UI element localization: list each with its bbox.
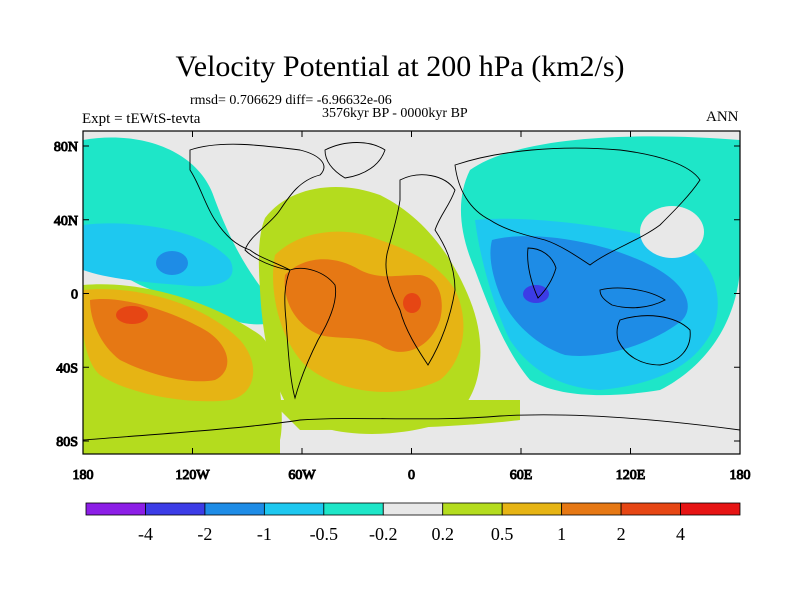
- time-period: 3576kyr BP - 0000kyr BP: [322, 106, 468, 121]
- north-america-outline: [189, 143, 325, 271]
- y-tick-label: 40S: [56, 361, 78, 376]
- australia-outline: [616, 315, 691, 366]
- greenland-outline: [324, 142, 386, 179]
- region-neutral-nw-pacific: [640, 206, 704, 258]
- legend-swatch: [620, 502, 681, 516]
- legend-label: -4: [138, 524, 153, 544]
- y-tick-label: 40N: [54, 214, 78, 229]
- velocity-potential-field: [83, 131, 740, 454]
- antarctica-outline: [83, 414, 740, 441]
- legend-label: -2: [197, 524, 212, 544]
- legend-label: -1: [257, 524, 272, 544]
- season-label: ANN: [706, 109, 739, 125]
- legend-label: 1: [557, 524, 566, 544]
- coastlines: [83, 142, 740, 441]
- experiment-label: Expt = tEWtS-tevta: [82, 111, 201, 127]
- legend-label: -0.5: [310, 524, 339, 544]
- legend-swatch: [561, 502, 622, 516]
- color-legend: -4 -2 -1 -0.5 -0.2 0.2 0.5 1 2 4: [85, 502, 741, 544]
- legend-label: 0.2: [431, 524, 454, 544]
- x-tick-label: 120W: [175, 468, 210, 483]
- legend-label: -0.2: [369, 524, 398, 544]
- rmsd-diff-stats: rmsd= 0.706629 diff= -6.96632e-06: [190, 93, 392, 108]
- legend-swatch: [145, 502, 206, 516]
- x-tick-label: 60W: [288, 468, 316, 483]
- legend-swatch: [204, 502, 265, 516]
- axes: 80N 40N 0 40S 80S 180 120W 60W 0 60E 120E 180: [53, 131, 751, 484]
- region-weak-positive-south: [270, 400, 520, 430]
- legend-swatch: [85, 502, 146, 516]
- south-america-outline: [284, 267, 337, 400]
- region-strong-positive-pacific-core: [116, 306, 148, 324]
- legend-swatch: [501, 502, 563, 516]
- india-outline: [527, 247, 557, 299]
- y-tick-label: 80N: [54, 140, 78, 155]
- x-tick-label: 60E: [510, 468, 533, 483]
- x-tick-label: 120E: [616, 468, 646, 483]
- legend-swatch: [263, 502, 325, 516]
- asia-outline: [454, 147, 701, 266]
- legend-label: 0.5: [491, 524, 514, 544]
- legend-swatch: [680, 502, 741, 516]
- legend-swatch: [323, 502, 384, 516]
- region-negative-west-core: [156, 251, 188, 275]
- region-strong-positive-atlantic-core: [403, 293, 421, 313]
- chart-title: Velocity Potential at 200 hPa (km2/s): [175, 50, 625, 83]
- europe-africa-outline: [385, 174, 456, 366]
- y-tick-label: 0: [71, 288, 78, 303]
- region-negative-east: [490, 236, 688, 356]
- x-tick-label: 180: [730, 468, 751, 483]
- maritime-continent-outline: [599, 287, 666, 309]
- x-tick-label: 180: [73, 468, 94, 483]
- legend-swatch: [442, 502, 503, 516]
- y-tick-label: 80S: [56, 435, 78, 450]
- region-moderate-negative-west: [83, 223, 233, 287]
- x-tick-label: 0: [408, 468, 415, 483]
- legend-swatch: [382, 502, 444, 516]
- legend-label: 4: [676, 524, 685, 544]
- legend-label: 2: [617, 524, 626, 544]
